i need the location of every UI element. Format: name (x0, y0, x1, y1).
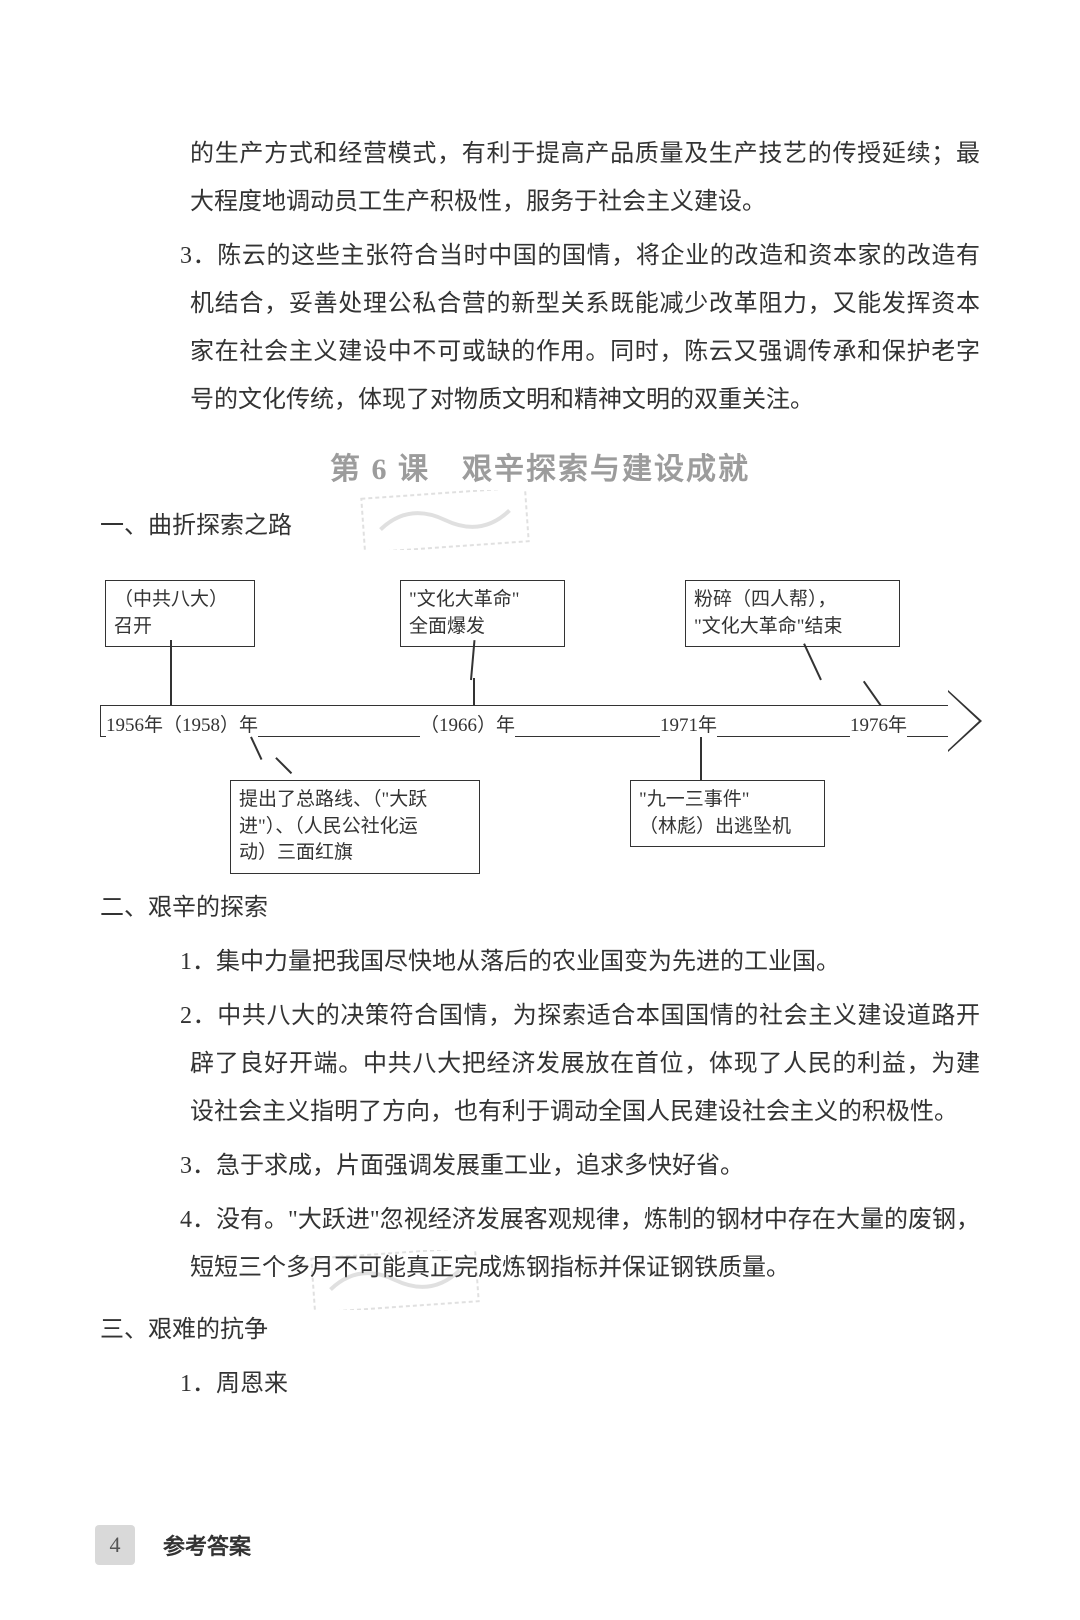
timeline-event-box: 粉碎（四人帮），"文化大革命"结束 (685, 580, 900, 647)
section-2-heading: 二、艰辛的探索 (100, 884, 980, 932)
page-number-badge: 4 (95, 1525, 135, 1565)
continuation-paragraph: 的生产方式和经营模式，有利于提高产品质量及生产技艺的传授延续；最大程度地调动员工… (190, 130, 980, 226)
timeline-connector (700, 737, 702, 780)
timeline-event-box: 提出了总路线、（"大跃进"）、（人民公社化运动）三面红旗 (230, 780, 480, 874)
lesson-title: 第 6 课 艰辛探索与建设成就 (100, 444, 980, 488)
timeline-year: （1966）年 (420, 710, 515, 737)
timeline-event-box: "九一三事件"（林彪）出逃坠机 (630, 780, 825, 847)
footer-label: 参考答案 (163, 1529, 251, 1561)
timeline-connector (803, 643, 821, 680)
timeline-year: 1976年 (850, 710, 907, 737)
timeline-connector (275, 757, 292, 774)
s2-answer-item-1: 1．集中力量把我国尽快地从落后的农业国变为先进的工业国。 (150, 938, 980, 986)
timeline-year: 1971年 (660, 710, 717, 737)
timeline-connector (170, 640, 172, 705)
timeline-connector (863, 681, 881, 706)
answer-item-3: 3．陈云的这些主张符合当时中国的国情，将企业的改造和资本家的改造有机结合，妥善处… (150, 232, 980, 424)
section-3-heading: 三、艰难的抗争 (100, 1306, 980, 1354)
document-page: 的生产方式和经营模式，有利于提高产品质量及生产技艺的传授延续；最大程度地调动员工… (0, 0, 1080, 1620)
page-footer: 4 参考答案 (95, 1525, 251, 1565)
s3-answer-item-1: 1．周恩来 (150, 1360, 980, 1408)
timeline-connector (250, 737, 262, 760)
timeline-diagram: （中共八大）召开 "文化大革命"全面爆发 粉碎（四人帮），"文化大革命"结束 1… (100, 550, 980, 870)
timeline-connector (473, 678, 475, 706)
timeline-event-box: （中共八大）召开 (105, 580, 255, 647)
section-1-heading: 一、曲折探索之路 (100, 502, 980, 550)
timeline-arrow-head-icon (948, 690, 982, 752)
s2-answer-item-4: 4．没有。"大跃进"忽视经济发展客观规律，炼制的钢材中存在大量的废钢，短短三个多… (150, 1196, 980, 1292)
timeline-event-box: "文化大革命"全面爆发 (400, 580, 565, 647)
s2-answer-item-2: 2．中共八大的决策符合国情，为探索适合本国国情的社会主义建设道路开辟了良好开端。… (150, 992, 980, 1136)
timeline-year: 1956年（1958）年 (106, 710, 258, 737)
s2-answer-item-3: 3．急于求成，片面强调发展重工业，追求多快好省。 (150, 1142, 980, 1190)
